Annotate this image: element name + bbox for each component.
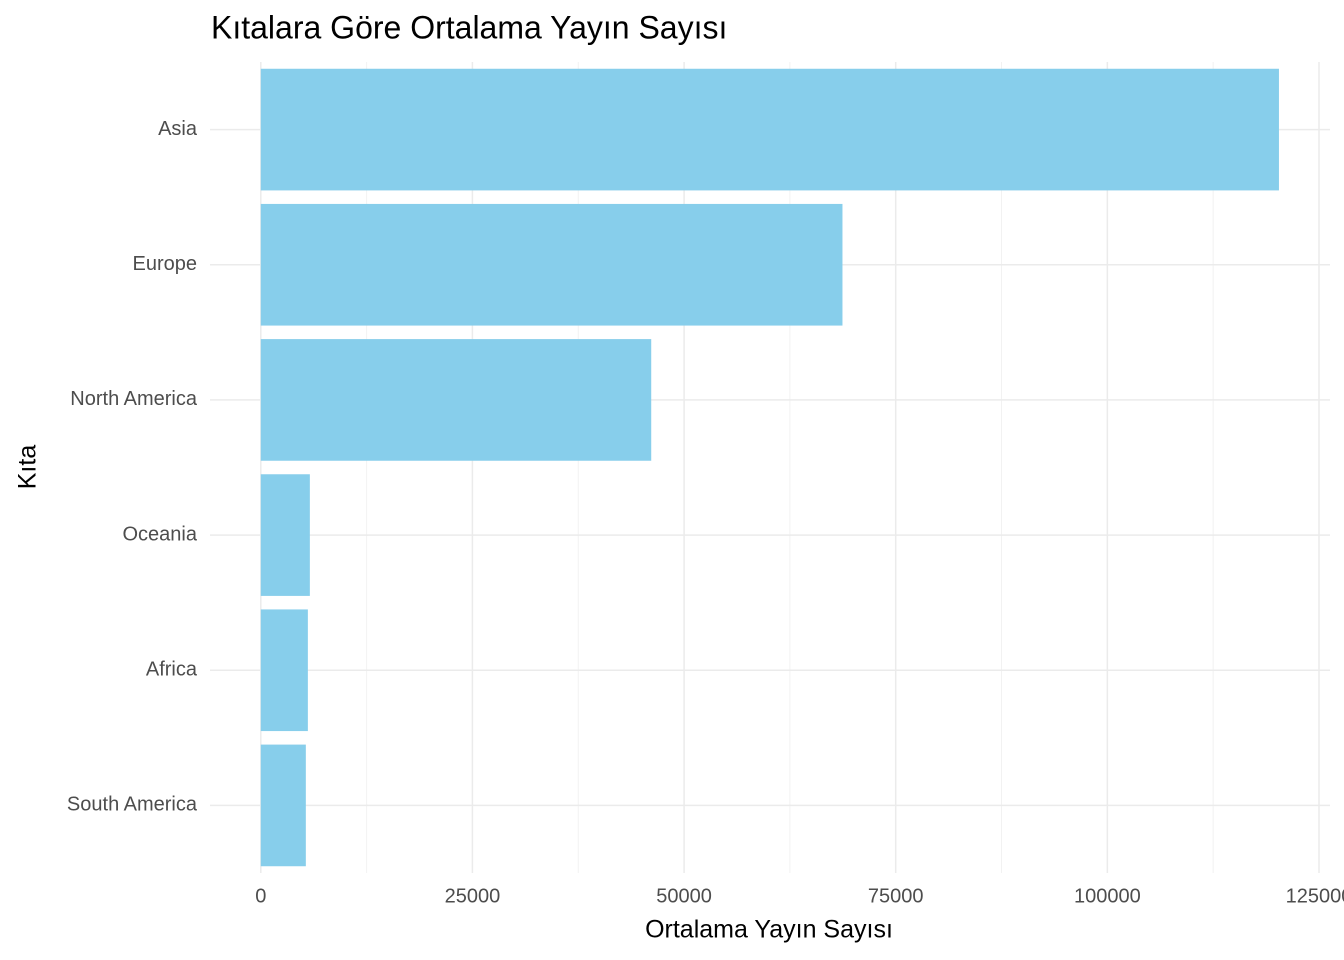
x-tick-label: 125000 (1286, 885, 1344, 907)
y-tick-label: Asia (158, 118, 198, 140)
bar (260, 203, 843, 326)
y-tick-label: Europe (133, 253, 198, 275)
y-tick-label: South America (67, 794, 198, 816)
y-tick-label: Oceania (123, 523, 198, 545)
bar (260, 609, 308, 732)
x-tick-label: 50000 (656, 885, 712, 907)
x-tick-label: 100000 (1074, 885, 1141, 907)
bar (260, 339, 652, 461)
bar (260, 744, 306, 867)
y-tick-label: Africa (146, 659, 198, 681)
y-tick-label: North America (70, 388, 198, 410)
x-tick-label: 25000 (445, 885, 501, 907)
x-tick-label: 0 (255, 885, 266, 907)
bar (260, 474, 310, 596)
y-axis-title: Kıta (14, 445, 42, 490)
x-tick-label: 75000 (868, 885, 924, 907)
bar (260, 68, 1279, 191)
x-axis-title: Ortalama Yayın Sayısı (645, 916, 893, 944)
chart-title: Kıtalara Göre Ortalama Yayın Sayısı (211, 9, 727, 45)
